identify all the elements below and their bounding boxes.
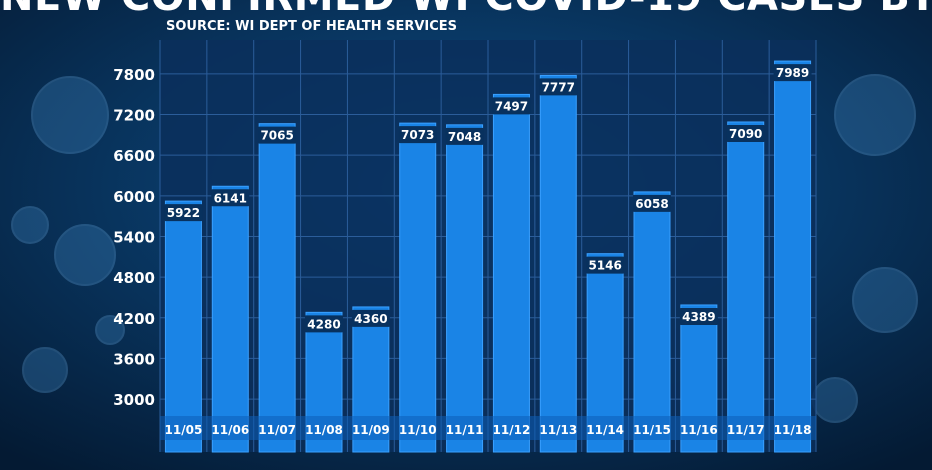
data-label: 4360	[354, 312, 387, 326]
data-label: 7065	[260, 129, 293, 143]
data-label: 7777	[542, 80, 575, 94]
y-tick-label: 4800	[113, 269, 155, 287]
bar	[539, 74, 577, 453]
bar	[492, 93, 530, 453]
data-label: 6141	[214, 191, 247, 205]
bar	[727, 121, 765, 453]
data-label: 7048	[448, 130, 481, 144]
data-label: 7497	[495, 99, 528, 113]
data-label-box	[726, 124, 765, 142]
x-tick-label: 11/09	[352, 423, 390, 437]
x-tick-label: 11/12	[493, 423, 531, 437]
y-tick-label: 3000	[113, 391, 155, 409]
y-tick-label: 6600	[113, 147, 155, 165]
data-label: 4389	[682, 310, 715, 324]
data-label-box	[679, 307, 718, 325]
chart-source: SOURCE: WI DEPT OF HEALTH SERVICES	[166, 19, 458, 34]
bar	[211, 185, 249, 453]
data-label-box	[773, 64, 812, 82]
data-label-box	[445, 127, 484, 145]
data-label-box	[258, 126, 297, 144]
data-label: 6058	[635, 197, 668, 211]
chart-title: NEW CONFIRMED WI COVID-19 CASES BY DATE	[0, 0, 932, 20]
data-label: 7989	[776, 66, 809, 80]
x-tick-label: 11/15	[633, 423, 671, 437]
data-label-box	[633, 194, 671, 212]
y-tick-label: 7200	[113, 107, 155, 125]
x-tick-label: 11/14	[586, 423, 624, 437]
y-tick-label: 5400	[113, 228, 155, 246]
x-tick-label: 11/08	[305, 423, 343, 437]
bar	[258, 123, 296, 453]
bar	[633, 191, 671, 453]
data-label: 7090	[729, 127, 762, 141]
y-tick-label: 4200	[113, 310, 155, 328]
data-label-box	[351, 309, 390, 327]
x-tick-label: 11/17	[727, 423, 765, 437]
data-label-box	[164, 204, 203, 222]
x-tick-label: 11/13	[539, 423, 577, 437]
x-tick-label: 11/11	[446, 423, 484, 437]
x-tick-label: 11/06	[211, 423, 249, 437]
data-label-box	[211, 189, 250, 207]
bar	[774, 60, 812, 453]
data-label: 7073	[401, 128, 434, 142]
x-axis-band	[160, 416, 816, 440]
data-label-box	[539, 78, 578, 96]
y-tick-label: 7800	[113, 66, 155, 84]
data-label: 5146	[588, 259, 621, 273]
x-tick-label: 11/07	[258, 423, 296, 437]
x-tick-label: 11/10	[399, 423, 437, 437]
bar	[164, 200, 202, 453]
data-label: 4280	[307, 317, 340, 331]
data-label-box	[492, 97, 531, 115]
x-tick-label: 11/18	[774, 423, 812, 437]
y-tick-label: 6000	[113, 188, 155, 206]
data-label-box	[586, 256, 625, 274]
bar	[399, 122, 437, 453]
x-tick-label: 11/05	[165, 423, 203, 437]
bar	[446, 124, 484, 453]
data-label-box	[305, 315, 343, 333]
y-tick-label: 3600	[113, 350, 155, 368]
data-label: 5922	[167, 206, 200, 220]
data-label-box	[398, 126, 437, 144]
x-tick-label: 11/16	[680, 423, 718, 437]
